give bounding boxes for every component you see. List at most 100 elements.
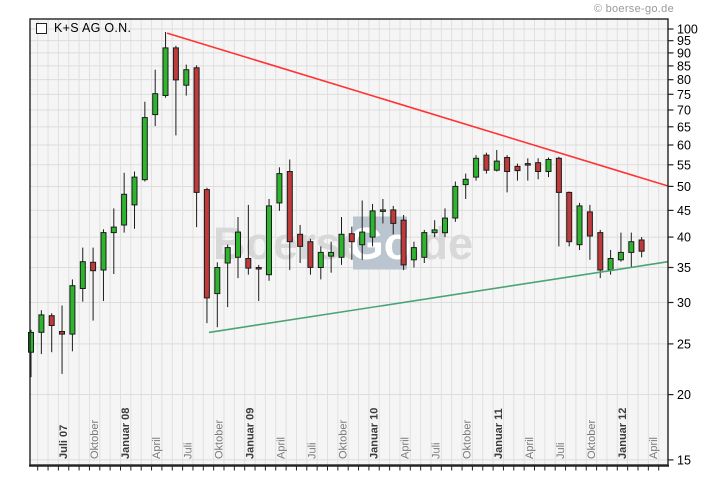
candle <box>317 246 324 280</box>
price-tick-label: 85 <box>677 59 691 73</box>
candle-body <box>545 159 552 172</box>
candle-body <box>524 163 531 166</box>
price-tick-label: 95 <box>677 34 691 48</box>
candle-body <box>214 267 221 295</box>
candle-body <box>431 229 438 234</box>
price-tick-label: 70 <box>677 104 691 118</box>
candle-body <box>90 261 97 272</box>
candle <box>483 152 490 174</box>
candle <box>628 232 635 268</box>
candle <box>141 101 148 182</box>
candle-body <box>28 331 34 353</box>
price-tick-label: 80 <box>677 73 691 87</box>
candle-body <box>183 69 190 86</box>
price-tick-label: 15 <box>677 453 691 467</box>
price-tick-label: 60 <box>677 139 691 153</box>
candle <box>617 232 624 262</box>
candle <box>48 313 55 353</box>
candle-body <box>110 226 117 234</box>
candle-body <box>297 233 304 247</box>
month-label: Oktober <box>462 420 474 459</box>
candle-body <box>203 189 210 299</box>
month-label: Januar 12 <box>617 408 629 459</box>
candle <box>452 181 459 222</box>
candle-body <box>617 251 624 261</box>
candle <box>576 202 583 250</box>
candle <box>266 199 272 281</box>
candle <box>276 167 283 211</box>
price-tick-label: 75 <box>677 88 691 102</box>
candle-body <box>483 154 490 171</box>
candle <box>235 217 241 279</box>
month-label: April <box>151 437 163 459</box>
candle-body <box>162 47 169 96</box>
candle-body <box>555 157 562 193</box>
candle-body <box>535 162 542 172</box>
candle <box>183 64 190 96</box>
month-label: Juli <box>182 442 194 459</box>
candle <box>152 69 159 127</box>
candle-body <box>607 258 614 271</box>
candle <box>100 229 107 301</box>
candle <box>328 241 335 273</box>
candle-body <box>48 315 55 327</box>
candle-body <box>400 219 407 266</box>
candle <box>69 279 76 352</box>
candle-body <box>235 231 241 258</box>
candle-body <box>410 247 417 261</box>
candle <box>359 200 366 260</box>
candle <box>286 159 293 271</box>
month-label: Oktober <box>213 420 225 459</box>
candle-body <box>359 231 366 246</box>
candle-body <box>493 160 500 171</box>
candle <box>131 171 138 229</box>
month-label: April <box>524 437 536 459</box>
candle <box>214 262 221 328</box>
legend-checkbox[interactable] <box>36 22 47 34</box>
trendline-support <box>208 260 669 334</box>
candle <box>338 217 345 265</box>
month-label: Oktober <box>338 420 350 459</box>
price-tick-label: 90 <box>677 46 691 60</box>
candle <box>245 204 252 275</box>
candle <box>545 157 552 178</box>
candle-body <box>152 93 159 116</box>
candle <box>297 225 304 263</box>
candle <box>638 237 645 258</box>
candle <box>348 226 355 260</box>
candle-body <box>193 67 200 193</box>
month-label: Januar 11 <box>493 408 505 459</box>
candle <box>28 329 34 378</box>
candle-body <box>628 241 635 253</box>
candle-body <box>100 232 107 271</box>
price-tick-label: 65 <box>677 120 691 134</box>
price-tick-label: 50 <box>677 180 691 194</box>
candle-body <box>338 233 345 258</box>
candle <box>193 65 200 228</box>
candle-body <box>317 251 324 268</box>
watermark-de: .de <box>408 218 473 269</box>
candle <box>535 158 542 180</box>
candle-body <box>328 251 335 257</box>
candle <box>586 204 593 260</box>
candle <box>514 163 521 181</box>
candle-body <box>597 232 604 271</box>
candle <box>38 310 45 355</box>
month-label: Juli <box>306 442 318 459</box>
candle-body <box>131 176 138 206</box>
month-label: Oktober <box>586 420 598 459</box>
price-tick-label: 25 <box>677 337 691 351</box>
candle <box>442 208 448 238</box>
month-label: Januar 09 <box>244 408 256 459</box>
candle <box>431 220 438 238</box>
candle-body <box>307 241 314 268</box>
candle <box>379 199 386 224</box>
candle-body <box>286 171 293 243</box>
candle <box>473 155 480 181</box>
candle-body <box>379 209 386 212</box>
candle <box>369 203 376 247</box>
price-tick-label: 45 <box>677 204 691 218</box>
candle-body <box>276 173 283 204</box>
